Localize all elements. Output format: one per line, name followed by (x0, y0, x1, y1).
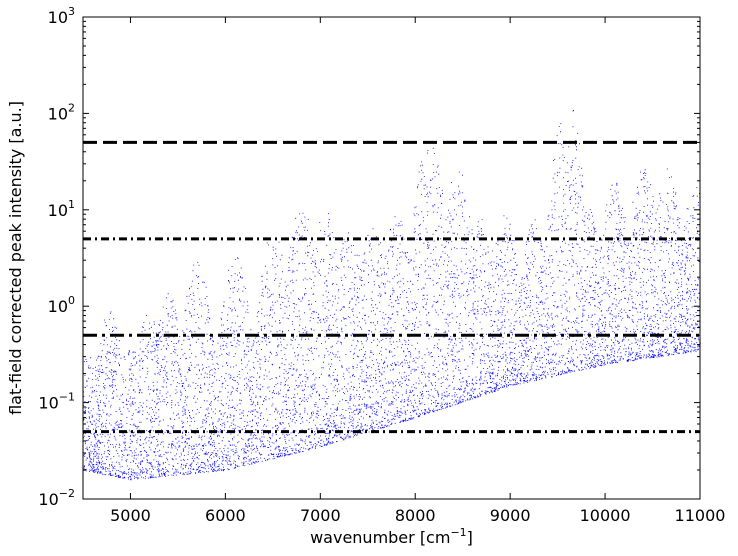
y-axis-label: flat-field corrected peak intensity [a.u… (6, 101, 25, 415)
threshold-lines (83, 140, 700, 434)
x-axis-label-main: wavenumber [cm (310, 528, 450, 547)
plot-frame (82, 16, 701, 500)
scatter-points (83, 109, 701, 481)
x-tick-label: 5000 (110, 506, 151, 525)
x-tick-label: 7000 (300, 506, 341, 525)
y-tick-label: 10−2 (38, 487, 75, 509)
x-axis-label-close: ] (467, 528, 473, 547)
x-axis-label: wavenumber [cm−1] (310, 526, 473, 547)
y-tick-label: 10−1 (38, 391, 75, 413)
y-axis: 10−2 10−1 100 101 102 103 (38, 5, 700, 509)
y-tick-label: 103 (48, 5, 75, 27)
x-axis: 5000 6000 7000 8000 9000 10000 11000 (110, 17, 725, 525)
x-tick-label: 8000 (395, 506, 436, 525)
x-tick-label: 11000 (675, 506, 726, 525)
y-tick-label: 100 (48, 294, 75, 316)
x-tick-label: 10000 (580, 506, 631, 525)
x-tick-label: 9000 (490, 506, 531, 525)
x-tick-label: 6000 (205, 506, 246, 525)
y-tick-label: 102 (48, 101, 75, 123)
x-axis-label-sup: −1 (450, 526, 466, 539)
y-tick-label: 101 (48, 198, 75, 220)
data-points-layer (83, 109, 701, 481)
